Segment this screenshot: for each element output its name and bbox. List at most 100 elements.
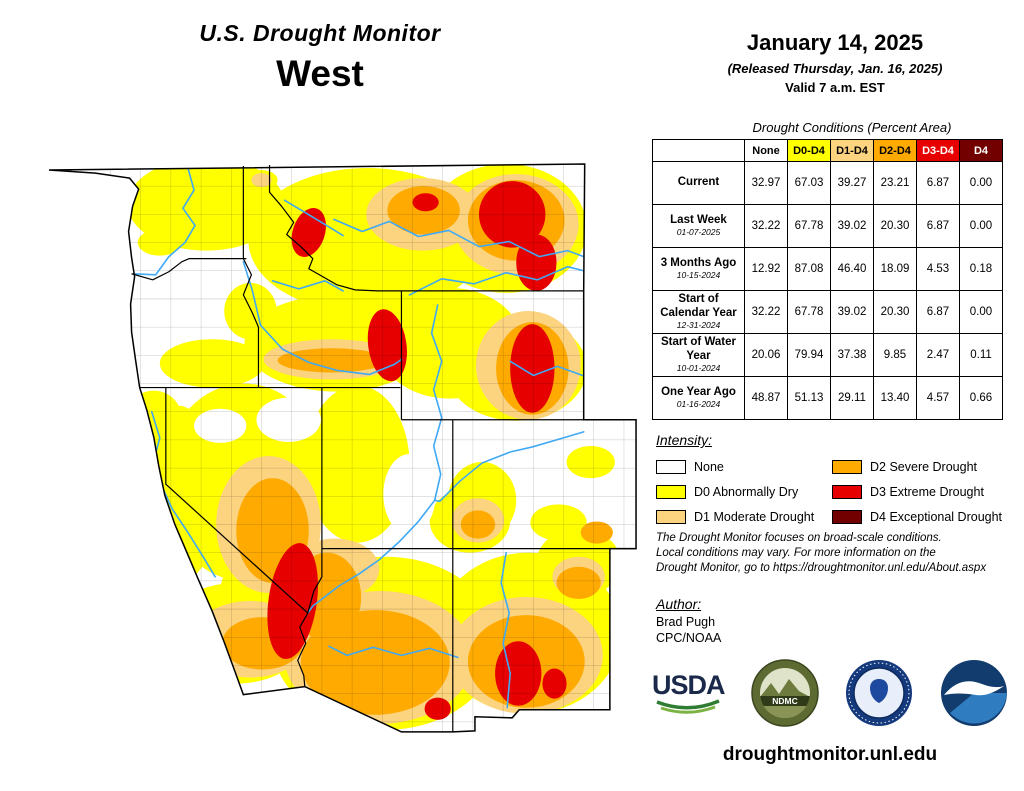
map-date: January 14, 2025 [746, 30, 924, 55]
legend-item-d3: D3 Extreme Drought [832, 479, 1014, 504]
table-cell: 67.78 [787, 204, 831, 248]
d3-areas [267, 181, 567, 720]
table-corner-cell [652, 139, 745, 162]
table-cell: 67.78 [787, 290, 831, 334]
table-cell: 0.18 [959, 247, 1003, 291]
table-row-3-months-ago: 3 Months Ago 10-15-2024 12.92 87.08 46.40… [652, 247, 1003, 291]
table-cell: 51.13 [787, 376, 831, 420]
page-title: U.S. Drought Monitor [199, 20, 441, 46]
table-cell: 2.47 [916, 333, 960, 377]
table-cell: 37.38 [830, 333, 874, 377]
d0-swatch [656, 484, 686, 499]
ndmc-seal-icon: NDMC [751, 659, 819, 727]
logo-row: USDA NDMC [652, 652, 1008, 734]
west-region-map-svg [48, 163, 637, 733]
table-cell: 46.40 [830, 247, 874, 291]
released-date: (Released Thursday, Jan. 16, 2025) [727, 61, 943, 76]
legend-item-d2: D2 Severe Drought [832, 454, 1014, 479]
table-cell: 20.30 [873, 204, 917, 248]
none-swatch [656, 459, 686, 474]
noaa-logo [940, 659, 1008, 727]
table-cell: 29.11 [830, 376, 874, 420]
intensity-heading: Intensity: [656, 432, 713, 448]
d3-swatch [832, 484, 862, 499]
col-d1-d4: D1-D4 [830, 139, 874, 162]
intensity-legend: None D0 Abnormally Dry D1 Moderate Droug… [656, 454, 1014, 529]
table-cell: 4.53 [916, 247, 960, 291]
table-cell: 23.21 [873, 161, 917, 205]
region-title: West [276, 53, 364, 94]
legend-item-d4: D4 Exceptional Drought [832, 504, 1014, 529]
table-cell: 32.22 [744, 290, 788, 334]
d4-swatch [832, 509, 862, 524]
commerce-seal-icon [846, 660, 913, 726]
table-cell: 6.87 [916, 204, 960, 248]
disclaimer: The Drought Monitor focuses on broad-sca… [656, 532, 987, 574]
row-label: Last Week 01-07-2025 [652, 204, 745, 248]
row-label: Current [652, 161, 745, 205]
table-caption: Drought Conditions (Percent Area) [752, 120, 952, 135]
noaa-seal-icon [940, 660, 1007, 726]
table-cell: 0.66 [959, 376, 1003, 420]
col-d0-d4: D0-D4 [787, 139, 831, 162]
table-cell: 6.87 [916, 161, 960, 205]
table-cell: 39.27 [830, 161, 874, 205]
row-label: Start of Calendar Year 12-31-2024 [652, 290, 745, 334]
drought-map [34, 162, 640, 746]
col-d3-d4: D3-D4 [916, 139, 960, 162]
table-cell: 67.03 [787, 161, 831, 205]
table-row-last-week: Last Week 01-07-2025 32.22 67.78 39.02 20… [652, 204, 1003, 248]
table-cell: 0.11 [959, 333, 1003, 377]
usda-wordmark: USDA [652, 669, 726, 700]
legend-item-d1: D1 Moderate Drought [656, 504, 832, 529]
table-row-start-calendar-year: Start of Calendar Year 12-31-2024 32.22 6… [652, 290, 1003, 334]
author-heading: Author: [656, 596, 702, 612]
row-label: 3 Months Ago 10-15-2024 [652, 247, 745, 291]
table-cell: 39.02 [830, 290, 874, 334]
legend-item-d0: D0 Abnormally Dry [656, 479, 832, 504]
commerce-seal [845, 659, 913, 727]
none-areas [194, 397, 436, 535]
row-label: Start of Water Year 10-01-2024 [652, 333, 745, 377]
state-borders [131, 165, 637, 732]
table-cell: 32.97 [744, 161, 788, 205]
usda-swoosh-icon [656, 698, 720, 714]
author-name: Brad Pugh [656, 615, 716, 629]
table-cell: 79.94 [787, 333, 831, 377]
table-cell: 20.06 [744, 333, 788, 377]
d1-swatch [656, 509, 686, 524]
table-row-start-water-year: Start of Water Year 10-01-2024 20.06 79.9… [652, 333, 1003, 377]
table-cell: 0.00 [959, 204, 1003, 248]
table-row-current: Current 32.97 67.03 39.27 23.21 6.87 0.0… [652, 161, 1003, 205]
date-block: January 14, 2025 (Released Thursday, Jan… [660, 30, 1010, 95]
statistics-block: Drought Conditions (Percent Area) None D… [652, 120, 1012, 420]
table-cell: 39.02 [830, 204, 874, 248]
table-cell: 32.22 [744, 204, 788, 248]
table-cell: 13.40 [873, 376, 917, 420]
table-cell: 9.85 [873, 333, 917, 377]
legend-item-none: None [656, 454, 832, 479]
col-d4: D4 [959, 139, 1003, 162]
table-row-one-year-ago: One Year Ago 01-16-2024 48.87 51.13 29.11… [652, 376, 1003, 420]
table-cell: 48.87 [744, 376, 788, 420]
col-d2-d4: D2-D4 [873, 139, 917, 162]
usda-logo: USDA [652, 669, 726, 715]
valid-time: Valid 7 a.m. EST [785, 80, 885, 95]
col-none: None [744, 139, 788, 162]
title-block: U.S. Drought Monitor West [40, 20, 600, 95]
drought-conditions-table: None D0-D4 D1-D4 D2-D4 D3-D4 D4 Current … [652, 139, 1003, 420]
table-cell: 0.00 [959, 290, 1003, 334]
table-cell: 4.57 [916, 376, 960, 420]
row-label: One Year Ago 01-16-2024 [652, 376, 745, 420]
table-cell: 20.30 [873, 290, 917, 334]
table-cell: 18.09 [873, 247, 917, 291]
table-cell: 87.08 [787, 247, 831, 291]
footer-url: droughtmonitor.unl.edu [722, 744, 938, 765]
svg-text:NDMC: NDMC [772, 696, 798, 706]
d2-swatch [832, 459, 862, 474]
rivers [132, 167, 585, 709]
table-cell: 6.87 [916, 290, 960, 334]
table-cell: 0.00 [959, 161, 1003, 205]
ndmc-logo: NDMC [751, 659, 819, 727]
